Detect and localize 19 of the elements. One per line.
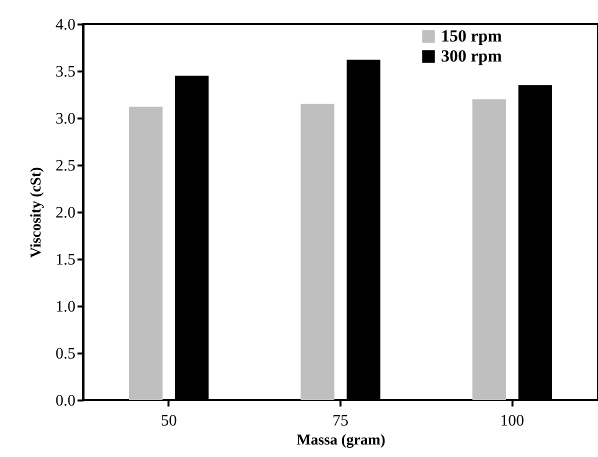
x-tick-label: 50 <box>160 412 177 430</box>
y-axis-title: Viscosity (cSt) <box>28 167 44 258</box>
y-tick-label: 2.5 <box>56 158 76 174</box>
bar <box>472 99 506 400</box>
y-tick-label: 2.0 <box>56 204 76 222</box>
legend-label: 150 rpm <box>441 26 502 46</box>
x-tick-label: 75 <box>332 412 348 430</box>
x-axis-title: Massa (gram) <box>296 432 386 448</box>
y-tick-label: 4.0 <box>56 16 76 34</box>
x-tick-label: 100 <box>500 412 524 430</box>
y-tick-label: 0.0 <box>56 392 76 410</box>
y-tick-label: 1.5 <box>56 252 76 268</box>
y-tick-label: 1.0 <box>56 298 76 316</box>
bar <box>129 106 163 400</box>
legend-label: 300 rpm <box>441 46 502 66</box>
y-tick-label: 3.5 <box>56 64 76 80</box>
y-tick-label: 0.5 <box>56 346 76 362</box>
bar <box>300 104 334 400</box>
y-tick-label: 3.0 <box>56 110 76 128</box>
